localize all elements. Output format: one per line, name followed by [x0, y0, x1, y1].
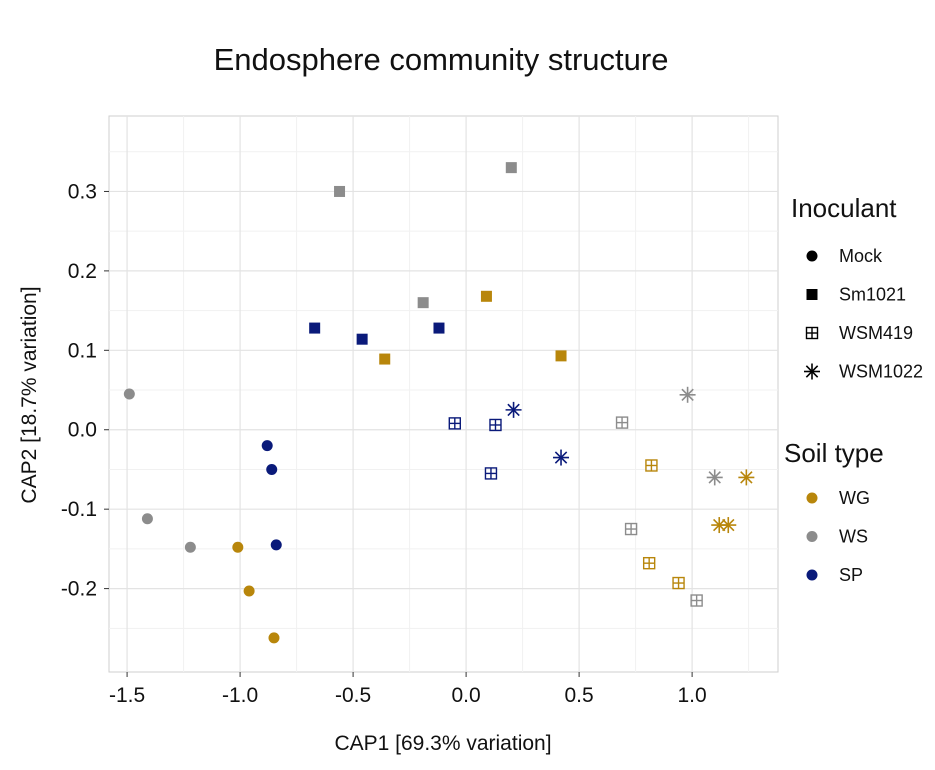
- x-tick-label: -0.5: [335, 684, 371, 707]
- point-sm1021-sp: [356, 333, 368, 345]
- point-mock-sp: [266, 463, 278, 475]
- legend-key-wg: [806, 492, 818, 504]
- chart-title: Endosphere community structure: [214, 42, 669, 77]
- x-tick-label: 0.5: [565, 684, 594, 707]
- legend-key-ws: [806, 531, 818, 542]
- x-tick-label: 1.0: [678, 684, 707, 707]
- y-tick-label: -0.2: [61, 578, 97, 601]
- point-wsm419-wg: [645, 459, 658, 472]
- legend-key-wsm419: [805, 326, 819, 340]
- y-tick-label: 0.1: [68, 339, 97, 362]
- point-mock-wg: [232, 541, 244, 553]
- point-sm1021-wg: [480, 290, 492, 302]
- point-mock-ws: [141, 513, 153, 525]
- legend-key-sp: [806, 569, 818, 581]
- point-sm1021-wg: [379, 353, 391, 365]
- point-wsm1022-wg: [738, 469, 755, 486]
- legend-soil-title: Soil type: [784, 438, 884, 468]
- point-sm1021-ws: [417, 297, 429, 309]
- point-wsm419-ws: [690, 594, 703, 607]
- legend-label-sm1021: Sm1021: [839, 285, 906, 305]
- point-sm1021-ws: [334, 185, 346, 197]
- point-mock-ws: [123, 388, 135, 400]
- legend-key-sm1021: [806, 289, 818, 300]
- legend-inoculant-title: Inoculant: [791, 193, 897, 223]
- point-wsm1022-sp: [505, 401, 522, 418]
- point-mock-sp: [270, 539, 282, 551]
- y-tick-label: -0.1: [61, 498, 97, 521]
- legend-label-wsm419: WSM419: [839, 323, 913, 343]
- point-wsm419-ws: [624, 522, 638, 536]
- legend-label-mock: Mock: [839, 246, 883, 266]
- data-points: [123, 162, 755, 644]
- point-mock-wg: [243, 585, 255, 597]
- point-wsm419-wg: [642, 556, 656, 570]
- point-mock-ws: [184, 541, 196, 553]
- point-wsm419-ws: [615, 416, 629, 429]
- plot-area: [108, 115, 779, 673]
- x-axis-ticks: -1.5 -1.0 -0.5 0.0 0.5 1.0: [109, 672, 707, 707]
- point-sm1021-wg: [555, 350, 567, 362]
- legend-label-wg: WG: [839, 488, 870, 508]
- point-mock-wg: [268, 632, 280, 644]
- x-axis-label: CAP1 [69.3% variation]: [334, 732, 551, 755]
- point-wsm1022-ws: [706, 469, 723, 486]
- x-tick-label: -1.0: [222, 684, 258, 707]
- point-wsm1022-ws: [679, 386, 696, 403]
- point-sm1021-sp: [433, 322, 445, 334]
- plot-panel: [108, 115, 779, 673]
- point-sm1021-ws: [505, 162, 517, 174]
- point-wsm419-sp: [484, 467, 498, 480]
- x-tick-label: -1.5: [109, 684, 145, 707]
- point-wsm419-wg: [672, 576, 685, 590]
- y-tick-label: 0.3: [68, 180, 97, 203]
- y-axis-ticks: 0.3 0.2 0.1 0.0 -0.1 -0.2: [61, 180, 109, 601]
- y-tick-label: 0.0: [68, 419, 97, 442]
- point-wsm419-sp: [448, 417, 462, 430]
- point-wsm1022-wg: [720, 517, 737, 534]
- point-wsm419-sp: [489, 418, 502, 432]
- y-tick-label: 0.2: [68, 260, 97, 283]
- point-wsm1022-sp: [553, 449, 570, 466]
- point-sm1021-sp: [309, 322, 321, 334]
- legend-soil-type: Soil type WG WS SP: [784, 438, 884, 585]
- legend-key-mock: [806, 250, 818, 262]
- legend-label-ws: WS: [839, 527, 868, 547]
- legend-label-sp: SP: [839, 565, 863, 585]
- x-tick-label: 0.0: [451, 684, 480, 707]
- legend-inoculant: Inoculant Mock Sm1021 WSM419 WSM1022: [791, 193, 923, 382]
- legend-label-wsm1022: WSM1022: [839, 362, 923, 382]
- legend-key-wsm1022: [804, 363, 820, 380]
- y-axis-label: CAP2 [18.7% variation]: [18, 286, 41, 503]
- point-mock-sp: [261, 440, 273, 452]
